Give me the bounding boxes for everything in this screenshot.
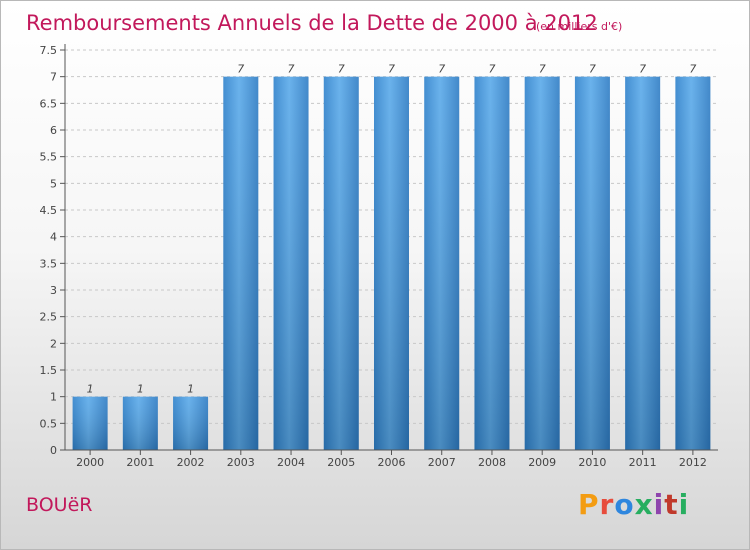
logo-letter: r — [599, 488, 615, 521]
bar-shade-2009 — [524, 76, 560, 451]
bar-value-label: 1 — [137, 383, 144, 396]
bar-value-label: 7 — [589, 63, 596, 76]
bar-value-label: 7 — [288, 63, 295, 76]
logo-letter: o — [614, 488, 635, 521]
x-axis: 2000 2001 2002 2003 2004 2005 2006 2007 2008 2009… — [65, 449, 718, 469]
chart-title: Remboursements Annuels de la Dette de 20… — [26, 11, 598, 35]
x-tick-label: 2006 — [378, 456, 406, 469]
y-tick-label: 4.5 — [40, 204, 58, 217]
bar-shade-2002 — [173, 396, 209, 450]
x-tick-label: 2002 — [177, 456, 205, 469]
bar-shade-2003 — [223, 76, 259, 451]
bar-shade-2007 — [424, 76, 460, 451]
x-tick-label: 2005 — [327, 456, 355, 469]
bar-value-label: 7 — [488, 63, 495, 76]
x-tick-label: 2001 — [126, 456, 154, 469]
bar-value-label: 7 — [338, 63, 345, 76]
bar-value-label: 7 — [438, 63, 445, 76]
bar-value-label: 7 — [388, 63, 395, 76]
y-tick-label: 4 — [50, 231, 57, 244]
bar-shade-2012 — [675, 76, 711, 451]
y-tick-label: 5 — [50, 177, 57, 190]
y-axis: 0 0.5 1 1.5 2 2.5 3 3.5 4 4.5 5 5.5 6 6.5 7 7.5 — [40, 44, 66, 457]
logo-letter: P — [578, 488, 600, 521]
logo-letter: i — [678, 488, 690, 521]
proxiti-logo: Proxiti — [578, 488, 689, 521]
chart-unit: (en milliers d'€) — [536, 20, 622, 33]
bar-shade-2008 — [474, 76, 510, 451]
y-tick-label: 1 — [50, 391, 57, 404]
x-tick-label: 2011 — [629, 456, 657, 469]
x-tick-label: 2009 — [528, 456, 556, 469]
bar-value-label: 7 — [237, 63, 244, 76]
y-tick-label: 0 — [50, 444, 57, 457]
bar-shade-2005 — [323, 76, 359, 451]
logo-letter: x — [634, 488, 654, 521]
bar-value-label: 1 — [187, 383, 194, 396]
logo-letter: t — [664, 488, 679, 521]
bar-value-label: 7 — [639, 63, 646, 76]
bar-value-label: 1 — [87, 383, 94, 396]
x-tick-label: 2003 — [227, 456, 255, 469]
bar-value-label: 7 — [539, 63, 546, 76]
bar-shade-2000 — [72, 396, 108, 450]
x-tick-label: 2007 — [428, 456, 456, 469]
y-tick-label: 3 — [50, 284, 57, 297]
y-tick-label: 2.5 — [40, 311, 58, 324]
x-tick-label: 2010 — [578, 456, 606, 469]
bar-value-label: 7 — [689, 63, 696, 76]
commune-name: BOUëR — [26, 494, 93, 516]
bar-shade-2006 — [374, 76, 409, 451]
y-tick-label: 5.5 — [40, 151, 58, 164]
y-tick-label: 0.5 — [40, 417, 58, 430]
bar-shade-2011 — [625, 76, 661, 451]
bar-shade-2004 — [273, 76, 309, 451]
x-tick-label: 2004 — [277, 456, 305, 469]
x-tick-label: 2000 — [76, 456, 104, 469]
y-tick-label: 6 — [50, 124, 57, 137]
y-tick-label: 6.5 — [40, 97, 58, 110]
bar-shade-2010 — [574, 76, 610, 451]
y-tick-label: 7.5 — [40, 44, 58, 57]
y-tick-label: 3.5 — [40, 257, 58, 270]
logo-letter: i — [653, 488, 665, 521]
y-tick-label: 1.5 — [40, 364, 58, 377]
bar-shade-2001 — [122, 396, 158, 450]
bars: 1 1 1 7 7 7 7 7 7 7 7 7 7 — [72, 63, 711, 451]
y-tick-label: 7 — [50, 71, 57, 84]
y-tick-label: 2 — [50, 337, 57, 350]
x-tick-label: 2012 — [679, 456, 707, 469]
x-tick-label: 2008 — [478, 456, 506, 469]
